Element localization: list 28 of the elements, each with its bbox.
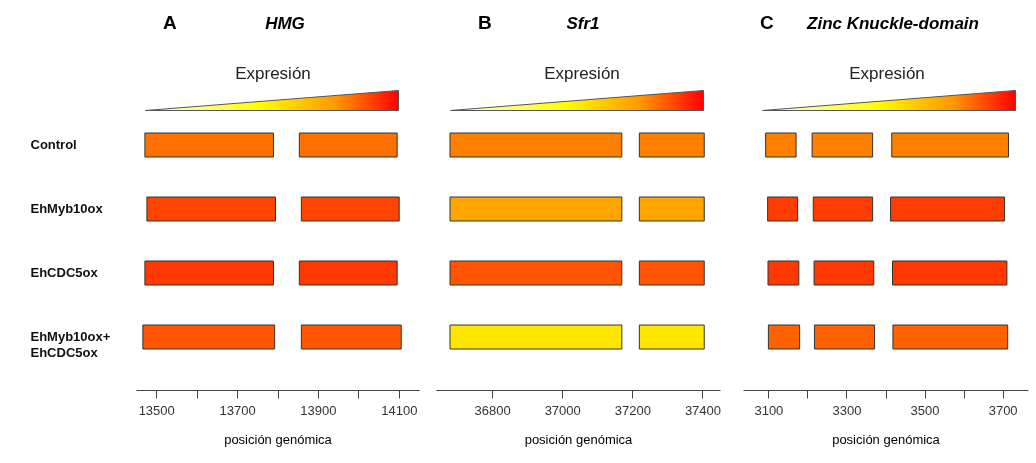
x-tick-label: 13900 — [300, 402, 337, 418]
x-tick-label: 3300 — [832, 402, 862, 418]
x-tick-label: 3500 — [910, 402, 940, 418]
y-tick-label: EhCDC5ox — [30, 265, 99, 280]
x-tick-label: 3100 — [754, 402, 784, 418]
x-tick-label: 3700 — [988, 402, 1018, 418]
chart-title: HMG — [265, 14, 305, 34]
x-axis-title: posición genómica — [224, 431, 333, 447]
y-tick-label: EhMyb10ox — [30, 201, 104, 216]
y-tick-label: EhMyb10ox+ EhCDC5ox — [30, 329, 111, 360]
text: Expresión — [849, 64, 925, 84]
x-tick-label: 37200 — [614, 402, 651, 418]
text: Expresión — [544, 64, 620, 84]
x-tick-label: 37400 — [684, 402, 722, 418]
x-tick-label: 37000 — [544, 402, 581, 418]
x-tick-label: 13700 — [219, 402, 256, 418]
x-tick-label: 14100 — [381, 402, 418, 418]
y-tick-label: Control — [30, 137, 77, 152]
text: Expresión — [235, 64, 311, 84]
text: B — [478, 12, 492, 34]
x-axis-title: posición genómica — [524, 431, 634, 447]
x-axis-title: posición genómica — [832, 431, 941, 447]
x-tick-label: 36800 — [474, 402, 511, 418]
x-tick-label: 13500 — [138, 402, 175, 418]
text: C — [760, 12, 774, 34]
chart-title: Zinc Knuckle-domain — [807, 14, 979, 34]
chart-title: Sfr1 — [566, 14, 600, 34]
text: A — [163, 12, 177, 34]
